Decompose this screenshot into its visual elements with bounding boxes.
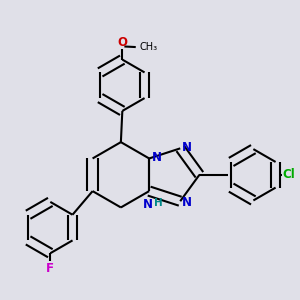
Text: N: N xyxy=(152,151,162,164)
Text: F: F xyxy=(46,262,54,275)
Text: N: N xyxy=(143,197,153,211)
Text: CH₃: CH₃ xyxy=(139,42,158,52)
Text: O: O xyxy=(117,35,127,49)
Text: N: N xyxy=(182,196,192,209)
Text: Cl: Cl xyxy=(283,168,296,181)
Text: N: N xyxy=(182,141,192,154)
Text: H: H xyxy=(154,197,163,208)
